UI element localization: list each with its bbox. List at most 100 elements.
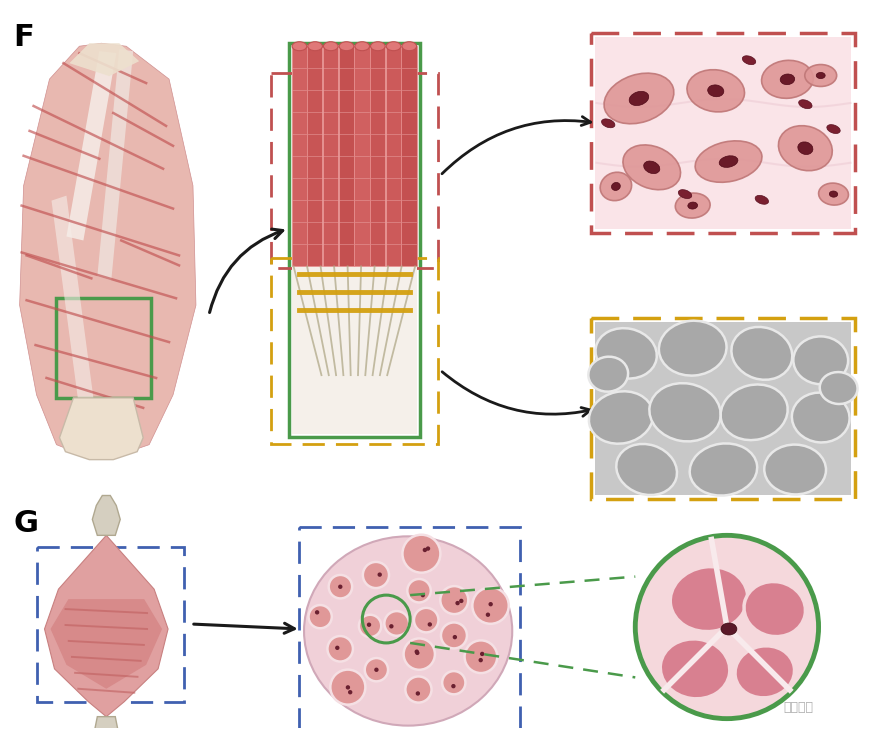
Circle shape (408, 579, 431, 602)
Ellipse shape (798, 100, 812, 109)
Ellipse shape (292, 42, 306, 51)
Bar (370, 46, 385, 266)
Ellipse shape (820, 372, 858, 404)
Ellipse shape (816, 72, 825, 79)
Ellipse shape (721, 384, 788, 440)
Polygon shape (94, 717, 118, 729)
Ellipse shape (695, 141, 762, 182)
Ellipse shape (649, 383, 721, 442)
Polygon shape (20, 43, 196, 458)
Ellipse shape (690, 443, 757, 496)
Ellipse shape (601, 119, 614, 128)
Circle shape (451, 684, 456, 688)
Text: G: G (13, 510, 39, 539)
Ellipse shape (304, 537, 512, 725)
Bar (291, 46, 306, 266)
Ellipse shape (829, 191, 837, 197)
Ellipse shape (781, 74, 795, 85)
Circle shape (459, 599, 464, 603)
Circle shape (426, 546, 430, 551)
Ellipse shape (762, 61, 813, 98)
Polygon shape (51, 599, 163, 689)
Ellipse shape (675, 193, 710, 218)
Ellipse shape (355, 42, 369, 51)
Ellipse shape (688, 202, 698, 209)
Bar (596, 37, 852, 228)
Ellipse shape (623, 145, 680, 190)
Circle shape (345, 685, 350, 690)
Circle shape (635, 535, 819, 719)
Circle shape (402, 535, 440, 573)
Bar (354, 46, 369, 266)
Ellipse shape (735, 646, 795, 698)
Polygon shape (67, 51, 116, 241)
Circle shape (330, 670, 365, 705)
Circle shape (472, 588, 509, 624)
Ellipse shape (661, 639, 730, 699)
Circle shape (363, 562, 389, 588)
Polygon shape (44, 535, 168, 717)
Bar (289, 43, 420, 437)
Ellipse shape (323, 42, 338, 51)
Ellipse shape (827, 125, 840, 133)
Circle shape (414, 608, 439, 632)
Ellipse shape (742, 55, 756, 65)
Circle shape (464, 640, 497, 673)
Ellipse shape (719, 156, 738, 168)
Ellipse shape (600, 172, 631, 200)
Ellipse shape (678, 190, 692, 198)
Circle shape (415, 650, 419, 654)
Circle shape (416, 691, 420, 695)
Bar (591, 318, 855, 499)
Ellipse shape (732, 327, 792, 380)
Bar (291, 46, 417, 266)
Bar (591, 34, 855, 233)
Polygon shape (98, 49, 133, 281)
Circle shape (421, 593, 425, 597)
Circle shape (329, 575, 353, 599)
Ellipse shape (755, 195, 768, 204)
Bar (307, 46, 322, 266)
Circle shape (453, 635, 457, 639)
Ellipse shape (687, 70, 744, 112)
Ellipse shape (386, 42, 400, 51)
Bar (271, 258, 438, 444)
Ellipse shape (805, 65, 836, 87)
Polygon shape (59, 398, 143, 460)
Ellipse shape (708, 85, 724, 97)
Circle shape (456, 601, 460, 605)
Ellipse shape (370, 42, 385, 51)
Ellipse shape (596, 328, 657, 378)
Ellipse shape (339, 42, 353, 51)
Circle shape (423, 547, 427, 552)
Circle shape (308, 605, 332, 628)
Circle shape (479, 658, 483, 663)
Ellipse shape (670, 566, 748, 631)
Circle shape (428, 623, 432, 627)
Text: F: F (13, 23, 35, 52)
Circle shape (486, 612, 490, 617)
Ellipse shape (604, 73, 674, 124)
Circle shape (359, 615, 381, 637)
Ellipse shape (793, 336, 848, 384)
Circle shape (335, 646, 339, 650)
Circle shape (405, 677, 432, 703)
Ellipse shape (779, 125, 832, 171)
Polygon shape (52, 195, 96, 425)
Ellipse shape (308, 42, 322, 51)
Bar (323, 46, 338, 266)
Circle shape (367, 623, 371, 627)
Polygon shape (92, 496, 120, 535)
Circle shape (348, 690, 353, 695)
Ellipse shape (630, 91, 649, 106)
Circle shape (488, 602, 493, 607)
Circle shape (377, 572, 382, 577)
Circle shape (415, 651, 419, 655)
Ellipse shape (616, 444, 677, 495)
Circle shape (385, 611, 409, 636)
Ellipse shape (819, 183, 848, 205)
Ellipse shape (402, 42, 416, 51)
Circle shape (374, 668, 378, 672)
Bar (291, 266, 417, 434)
Circle shape (442, 671, 465, 694)
